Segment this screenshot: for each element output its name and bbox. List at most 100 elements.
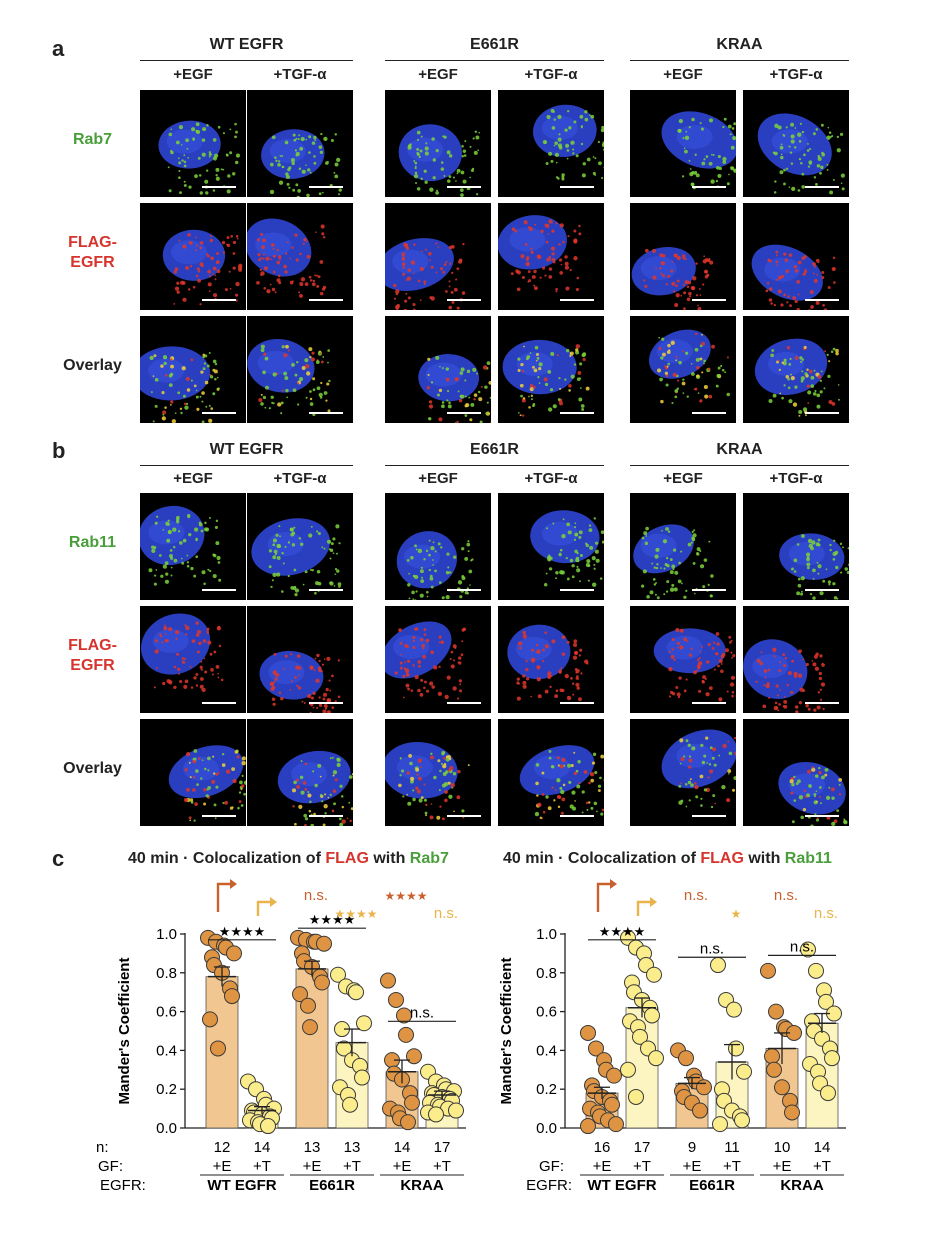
micrograph-image — [498, 719, 604, 826]
micrograph-image — [743, 606, 849, 713]
scale-bar — [805, 589, 839, 591]
data-point — [608, 1116, 624, 1133]
data-point — [260, 1118, 276, 1135]
n-count: 9 — [688, 1139, 696, 1156]
data-point — [406, 1048, 422, 1065]
data-point — [620, 1061, 636, 1078]
data-point — [348, 984, 364, 1001]
chart-title-prefix: 40 min · Colocalization of — [503, 850, 701, 867]
scale-bar — [447, 299, 481, 301]
significance-label: n.s. — [790, 938, 814, 955]
egfr-group-label: KRAA — [780, 1177, 823, 1194]
y-axis-label: Mander's Coefficient — [116, 958, 133, 1105]
data-point — [644, 1007, 660, 1024]
condition-label: +TGF-α — [769, 66, 823, 83]
data-point — [696, 1079, 712, 1096]
data-point — [766, 1061, 782, 1078]
data-point — [768, 1003, 784, 1020]
chart-title-rab: Rab7 — [409, 850, 449, 867]
group-title: KRAA — [716, 36, 763, 53]
scale-bar — [692, 186, 726, 188]
micrograph-image — [140, 316, 246, 423]
growth-factor-label: +E — [303, 1158, 322, 1175]
row-label-gf: GF: — [98, 1158, 123, 1175]
growth-factor-label: +E — [393, 1158, 412, 1175]
row-label: FLAG- EGFR — [68, 234, 117, 271]
condition-label: +EGF — [663, 470, 703, 487]
n-count: 14 — [394, 1139, 411, 1156]
micrograph-image — [743, 203, 849, 310]
group-underline — [140, 465, 353, 466]
data-point — [764, 1048, 780, 1065]
micrograph-image — [247, 90, 353, 197]
data-point — [388, 991, 404, 1008]
group-title: E661R — [470, 441, 519, 458]
growth-factor-label: +T — [253, 1158, 271, 1175]
scale-bar — [309, 589, 343, 591]
group-underline — [140, 60, 353, 61]
data-point — [784, 1104, 800, 1121]
significance-label: ★★★★ — [599, 924, 646, 939]
micrograph-image — [385, 606, 491, 713]
micrograph-image — [498, 90, 604, 197]
group-title: WT EGFR — [209, 441, 284, 458]
scale-bar — [560, 186, 594, 188]
condition-label: +EGF — [173, 66, 213, 83]
micrograph-image — [385, 90, 491, 197]
scale-bar — [309, 299, 343, 301]
bar-chart-rab7: Mander's Coefficient 0.0 0.2 0.4 0.6 0.8 1.0 ★★… — [96, 879, 466, 1194]
scale-bar — [692, 412, 726, 414]
micrograph-image — [630, 493, 736, 600]
data-point — [712, 1116, 728, 1133]
chart-title-flag: FLAG — [700, 850, 744, 867]
condition-label: +TGF-α — [273, 66, 327, 83]
group-underline — [630, 465, 849, 466]
scale-bar — [805, 186, 839, 188]
row-label: FLAG- EGFR — [68, 637, 117, 674]
row-label-egfr: EGFR: — [100, 1177, 146, 1194]
data-point — [710, 957, 726, 974]
data-point — [300, 997, 316, 1014]
reference-arrow — [216, 882, 232, 912]
significance-vs-reference: ★★★★ — [334, 907, 377, 921]
micrograph-image — [743, 719, 849, 826]
data-point — [398, 1026, 414, 1043]
data-point — [292, 986, 308, 1003]
panel-letter-b: b — [52, 438, 66, 463]
scale-bar — [202, 412, 236, 414]
chart-title-flag: FLAG — [325, 850, 369, 867]
y-tick-label: 0.6 — [536, 1004, 557, 1021]
y-tick-label: 0.0 — [156, 1120, 177, 1137]
scale-bar — [805, 702, 839, 704]
micrograph-image — [743, 493, 849, 600]
scale-bar — [560, 589, 594, 591]
growth-factor-label: +T — [433, 1158, 451, 1175]
row-label-egfr: EGFR: — [526, 1177, 572, 1194]
micrograph-image — [385, 493, 491, 600]
data-point — [580, 1118, 596, 1135]
significance-label: ★★★★ — [219, 924, 266, 939]
scale-bar — [692, 589, 726, 591]
y-tick-label: 1.0 — [156, 926, 177, 943]
chart-title-prefix: 40 min · Colocalization of — [128, 850, 326, 867]
significance-vs-reference: n.s. — [434, 905, 458, 922]
data-point — [380, 972, 396, 989]
chart-title-rab: Rab11 — [784, 850, 832, 867]
condition-label: +TGF-α — [524, 470, 578, 487]
growth-factor-label: +T — [723, 1158, 741, 1175]
scale-bar — [202, 702, 236, 704]
data-point — [588, 1040, 604, 1057]
data-point — [726, 1001, 742, 1018]
data-point — [404, 1094, 420, 1111]
scale-bar — [309, 815, 343, 817]
y-tick-label: 0.8 — [156, 965, 177, 982]
significance-vs-reference: ★★★★ — [384, 889, 427, 903]
row-label-gf: GF: — [539, 1158, 564, 1175]
row-label: Overlay — [63, 760, 122, 777]
scale-bar — [202, 299, 236, 301]
n-count: 17 — [634, 1139, 651, 1156]
n-count: 14 — [254, 1139, 271, 1156]
n-count: 13 — [304, 1139, 321, 1156]
data-point — [354, 1069, 370, 1086]
